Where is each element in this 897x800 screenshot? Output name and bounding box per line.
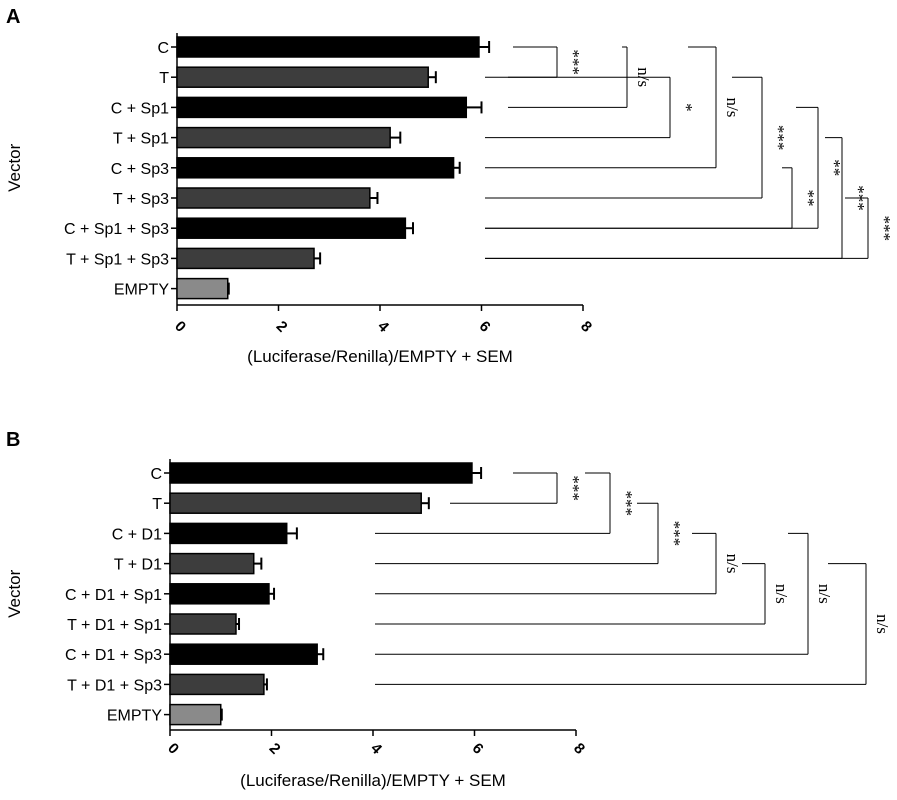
significance-label: **: [799, 190, 818, 207]
category-label: C + Sp3: [111, 161, 169, 178]
panel-letter: B: [6, 429, 20, 451]
significance-label: ***: [564, 475, 583, 501]
significance-label: ***: [769, 125, 788, 151]
significance-label: ***: [617, 490, 636, 516]
significance-label: n/s: [815, 584, 834, 604]
bar: [169, 643, 318, 665]
bar: [176, 157, 455, 179]
category-label: T + Sp1: [113, 131, 169, 148]
panel-letter: A: [6, 6, 20, 28]
bar: [169, 462, 473, 484]
bar: [169, 613, 237, 635]
x-tick-label: 4: [374, 318, 392, 336]
bar: [176, 96, 468, 119]
bar: [169, 673, 265, 696]
category-label: T + D1: [114, 557, 162, 574]
bar: [176, 36, 480, 58]
category-label: C + D1: [112, 526, 162, 543]
y-axis-title: Vector: [5, 569, 24, 618]
category-label: C: [150, 466, 162, 483]
x-tick-label: 6: [476, 318, 494, 336]
significance-label: n/s: [723, 554, 742, 574]
category-label: C + Sp1 + Sp3: [64, 221, 169, 238]
category-label: EMPTY: [114, 282, 169, 299]
bar: [169, 703, 222, 726]
category-label: C + D1 + Sp1: [65, 587, 162, 604]
significance-label: *: [677, 103, 696, 112]
bar: [169, 522, 288, 545]
bar: [176, 66, 429, 88]
significance-label: n/s: [772, 584, 791, 604]
bar: [176, 277, 229, 300]
x-tick-label: 2: [273, 318, 291, 336]
x-tick-label: 4: [367, 740, 385, 758]
category-label: T + D1 + Sp3: [67, 677, 162, 694]
category-label: C + Sp1: [111, 100, 169, 117]
significance-label: **: [825, 159, 844, 176]
bar: [169, 583, 270, 605]
significance-label: ***: [875, 215, 894, 241]
x-tick-label: 0: [164, 740, 182, 758]
x-tick-label: 0: [171, 318, 189, 336]
bar: [169, 492, 422, 514]
x-tick-label: 8: [570, 740, 588, 758]
category-label: C: [157, 40, 169, 57]
category-label: EMPTY: [107, 708, 162, 725]
category-label: C + D1 + Sp3: [65, 647, 162, 664]
category-label: T: [159, 70, 169, 87]
category-label: T + Sp3: [113, 191, 169, 208]
x-axis-title: (Luciferase/Renilla)/EMPTY + SEM: [247, 347, 513, 366]
bar: [176, 247, 315, 270]
significance-label: n/s: [873, 614, 892, 634]
bar: [169, 552, 255, 575]
category-label: T + Sp1 + Sp3: [66, 251, 169, 268]
significance-label: ***: [564, 49, 583, 75]
significance-label: ***: [665, 521, 684, 547]
bar: [176, 126, 391, 149]
x-tick-label: 6: [469, 740, 487, 758]
x-axis-title: (Luciferase/Renilla)/EMPTY + SEM: [240, 771, 506, 790]
y-axis-title: Vector: [5, 143, 24, 192]
x-tick-label: 2: [266, 740, 284, 758]
category-label: T: [152, 496, 162, 513]
x-tick-label: 8: [577, 318, 595, 336]
bar: [176, 217, 407, 239]
category-label: T + D1 + Sp1: [67, 617, 162, 634]
significance-label: n/s: [723, 97, 742, 117]
bar: [176, 187, 371, 209]
